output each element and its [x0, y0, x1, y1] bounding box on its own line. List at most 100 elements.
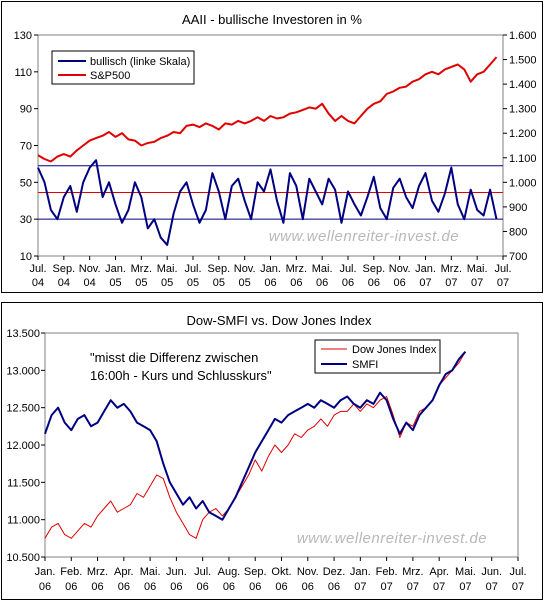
chart-panel-dow-smfi: Dow-SMFI vs. Dow Jones Index www.wellenr…	[1, 302, 543, 600]
chart-title: Dow-SMFI vs. Dow Jones Index	[187, 313, 372, 328]
series-lines	[44, 351, 467, 539]
x-tick-label-year: 06	[144, 581, 156, 593]
x-tick-label-month: Mai.	[467, 263, 488, 275]
x-tick-label-year: 05	[239, 277, 251, 289]
x-tick-label-month: Mai.	[140, 566, 161, 578]
x-tick-label-month: Mai.	[157, 263, 178, 275]
x-tick-label-month: Jun.	[481, 566, 502, 578]
x-tick-label-month: Jul.	[339, 263, 356, 275]
x-tick-label-month: Sep.	[53, 263, 76, 275]
y-left-tick-label: 110	[14, 67, 32, 79]
x-tick-label-month: Mrz.	[286, 263, 307, 275]
watermark: www.wellenreiter-invest.de	[269, 228, 459, 245]
x-tick-label-year: 06	[368, 277, 380, 289]
x-tick-label-month: Nov.	[297, 566, 319, 578]
y-tick-label: 11.000	[7, 515, 40, 527]
y-left-tick-label: 10	[20, 251, 32, 263]
x-tick-label-month: Feb.	[60, 566, 82, 578]
chart-title: AAII - bullische Investoren in %	[182, 12, 362, 27]
x-tick-label-month: Jul.	[494, 263, 511, 275]
series-lines	[37, 56, 503, 246]
y-right-tick-label: 700	[509, 251, 527, 263]
x-tick-label-year: 06	[118, 581, 130, 593]
x-tick-label-year: 07	[354, 581, 366, 593]
y-left-tick-label: 130	[14, 30, 32, 42]
legend: bullisch (linke Skala) S&P500	[51, 50, 195, 85]
x-tick-label-month: Sep.	[244, 566, 267, 578]
aaii-chart: AAII - bullische Investoren in % www.wel…	[14, 12, 537, 289]
x-tick-label-year: 07	[486, 581, 498, 593]
x-tick-label-month: Nov.	[389, 263, 411, 275]
x-tick-label-year: 05	[213, 277, 225, 289]
x-tick-label-year: 06	[328, 581, 340, 593]
x-tick-label-month: Nov.	[79, 263, 101, 275]
y-tick-label: 10.500	[6, 552, 40, 564]
annotation-line: "misst die Differenz zwischen	[90, 350, 258, 365]
x-tick-label-year: 06	[316, 277, 328, 289]
series-line-bullish	[37, 159, 498, 246]
y-right-tick-label: 900	[509, 202, 527, 214]
legend-label-bullish: bullisch (linke Skala)	[90, 56, 190, 68]
x-tick-label-year: 07	[497, 277, 509, 289]
legend-box	[314, 339, 441, 374]
series-line-sp500	[37, 56, 498, 163]
y-left-tick-label: 90	[20, 104, 32, 116]
y-tick-label: 13.000	[6, 365, 40, 377]
x-tick-label-year: 06	[197, 581, 209, 593]
plot-area	[44, 332, 519, 558]
x-tick-label-year: 06	[223, 581, 235, 593]
y-right-tick-label: 1.500	[509, 55, 537, 67]
axes: 130 110 90 70 50 30 10 1.600 1.500 1.400 1.300 1.20…	[14, 30, 537, 289]
y-tick-label: 12.000	[6, 440, 40, 452]
y-left-tick-label: 50	[20, 177, 32, 189]
x-tick-label-year: 07	[471, 277, 483, 289]
x-tick-label-year: 07	[407, 581, 419, 593]
x-tick-label-year: 06	[264, 277, 276, 289]
series-line-smfi	[44, 351, 467, 521]
x-tick-label-year: 05	[135, 277, 147, 289]
x-tick-label-month: Aug.	[218, 566, 241, 578]
x-tick-label-year: 04	[58, 277, 70, 289]
x-tick-label-year: 07	[459, 581, 471, 593]
legend-box	[51, 50, 195, 85]
legend: Dow Jones Index SMFI	[314, 339, 441, 374]
y-right-tick-label: 1.300	[509, 104, 537, 116]
x-tick-label-month: Mai.	[455, 566, 476, 578]
x-tick-label-month: Jul.	[29, 263, 46, 275]
x-tick-label-year: 07	[419, 277, 431, 289]
x-tick-label-month: Feb.	[376, 566, 398, 578]
x-tick-label-month: Jul.	[509, 566, 526, 578]
x-tick-label-month: Mai.	[312, 263, 333, 275]
x-tick-label-year: 06	[91, 581, 103, 593]
x-tick-label-month: Mrz.	[441, 263, 462, 275]
y-right-tick-label: 800	[509, 226, 527, 238]
annotation-line: 16:00h - Kurs und Schlusskurs"	[90, 368, 272, 383]
x-tick-label-year: 07	[512, 581, 524, 593]
legend-label-dow: Dow Jones Index	[352, 344, 437, 356]
x-tick-label-month: Sep.	[363, 263, 386, 275]
y-left-tick-label: 30	[20, 214, 32, 226]
x-tick-label-year: 06	[302, 581, 314, 593]
chart-panel-aaii: AAII - bullische Investoren in % www.wel…	[1, 1, 543, 293]
watermark: www.wellenreiter-invest.de	[297, 530, 487, 547]
dow-smfi-chart: Dow-SMFI vs. Dow Jones Index www.wellenr…	[6, 313, 526, 593]
x-tick-label-year: 04	[84, 277, 96, 289]
x-tick-label-year: 06	[394, 277, 406, 289]
x-tick-label-year: 06	[275, 581, 287, 593]
x-tick-label-month: Apr.	[114, 566, 134, 578]
x-tick-label-month: Mrz.	[402, 566, 423, 578]
x-tick-label-year: 06	[170, 581, 182, 593]
x-tick-label-month: Jan.	[260, 263, 281, 275]
x-tick-label-month: Jul.	[194, 566, 211, 578]
x-tick-label-month: Jan.	[415, 263, 436, 275]
y-right-tick-label: 1.200	[509, 128, 537, 140]
x-tick-label-month: Mrz.	[131, 263, 152, 275]
x-tick-label-year: 07	[445, 277, 457, 289]
x-tick-label-month: Sep.	[208, 263, 231, 275]
y-tick-label: 11.500	[7, 477, 40, 489]
legend-label-smfi: SMFI	[352, 359, 378, 371]
x-tick-label-year: 06	[249, 581, 261, 593]
y-right-tick-label: 1.600	[509, 30, 537, 42]
x-tick-label-month: Jan.	[350, 566, 371, 578]
x-tick-label-month: Jul.	[184, 263, 201, 275]
